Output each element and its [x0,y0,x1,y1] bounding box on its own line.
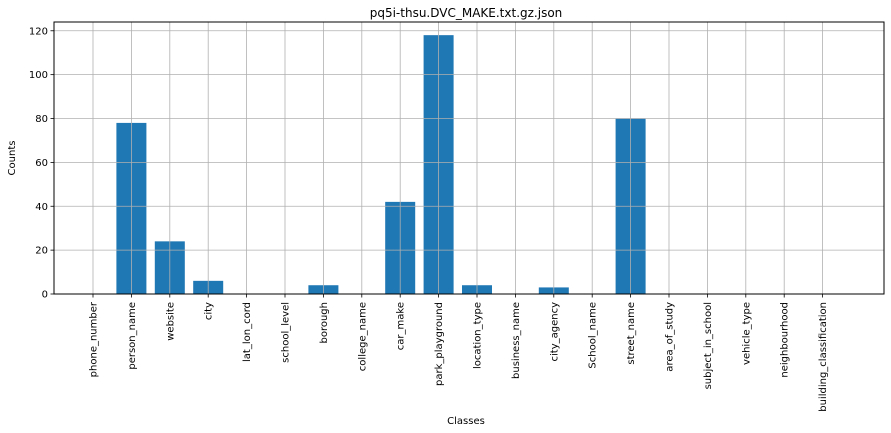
bars [116,35,646,295]
y-tick-label: 60 [35,158,48,169]
x-axis-label: Classes [447,416,485,427]
x-tick-label: phone_number [89,301,100,377]
plot-frame [53,21,885,295]
x-tick-label: school_level [281,302,292,363]
x-tick-label: borough [319,302,330,344]
y-tick-label: 120 [29,26,48,37]
y-tick-label: 20 [35,246,48,257]
y-axis: 0 20 40 60 80 100 120 [29,26,54,301]
y-tick-label: 100 [29,70,48,81]
x-tick-label: park_playground [434,302,445,386]
x-tick-label: subject_in_school [703,302,714,389]
x-tick-label: location_type [473,302,484,369]
x-tick-label: School_name [588,302,599,369]
x-tick-label: building_classification [818,302,829,412]
x-tick-label: city_agency [549,302,560,362]
x-tick-label: street_name [626,302,637,365]
x-tick-label: area_of_study [665,302,676,372]
x-tick-label: business_name [511,302,522,379]
y-tick-label: 80 [35,114,48,125]
y-tick-label: 40 [35,202,48,213]
x-tick-label: city [204,302,215,320]
x-tick-label: person_name [127,302,138,370]
x-tick-label: website [165,302,176,341]
y-axis-label: Counts [7,141,18,176]
x-tick-label: neighbourhood [780,302,791,378]
y-tick-label: 0 [42,290,48,301]
x-axis: phone_number person_name website city lat_lo… [89,294,829,412]
x-tick-label: vehicle_type [741,302,752,365]
chart-title: pq5i-thsu.DVC_MAKE.txt.gz.json [370,6,563,20]
x-tick-label: college_name [357,302,368,371]
x-tick-label: car_make [396,302,407,350]
x-tick-label: lat_lon_cord [242,302,253,362]
